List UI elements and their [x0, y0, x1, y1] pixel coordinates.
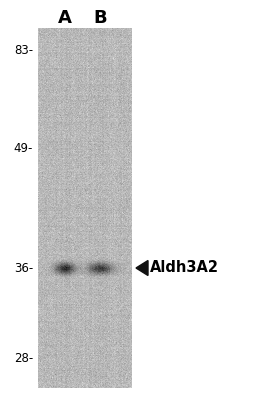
- Text: 36-: 36-: [14, 262, 33, 274]
- Text: 28-: 28-: [14, 351, 33, 364]
- Text: 49-: 49-: [14, 141, 33, 154]
- Text: 83-: 83-: [14, 44, 33, 56]
- Text: A: A: [58, 9, 72, 27]
- Polygon shape: [136, 260, 148, 276]
- Text: B: B: [93, 9, 107, 27]
- Text: Aldh3A2: Aldh3A2: [150, 260, 219, 276]
